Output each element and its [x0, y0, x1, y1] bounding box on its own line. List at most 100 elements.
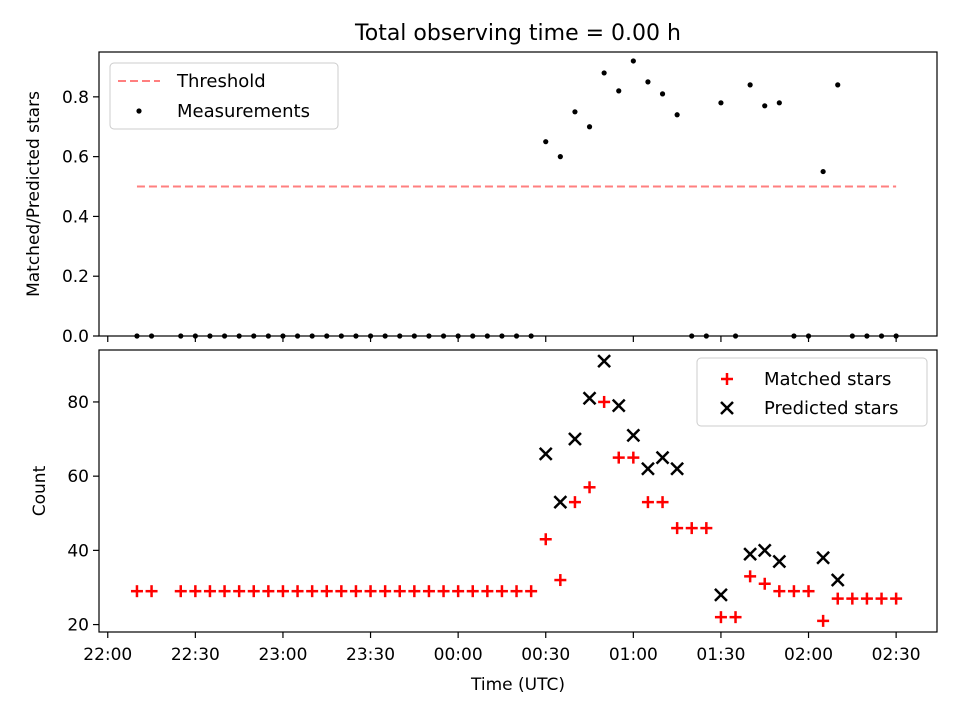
matched-star-marker [846, 592, 859, 605]
count-panel: Count Time (UTC) 20 40 60 80 22:00 22:30 23:00… [30, 349, 938, 695]
x-tick-label: 02:00 [784, 645, 833, 665]
x-tick-label: 01:30 [696, 645, 745, 665]
matched-star-marker [802, 585, 815, 598]
y-axis-label: Matched/Predicted stars [24, 91, 44, 297]
matched-star-marker [700, 522, 713, 535]
legend-measurements-swatch [136, 108, 142, 114]
matched-star-marker [510, 585, 523, 598]
matched-star-marker [612, 451, 625, 464]
matched-star-marker [408, 585, 421, 598]
matched-star-marker [276, 585, 289, 598]
matched-star-marker [817, 614, 830, 627]
chart-title: Total observing time = 0.00 h [354, 21, 681, 46]
measurement-point [718, 100, 724, 106]
matched-star-marker [218, 585, 231, 598]
matched-star-marker [233, 585, 246, 598]
matched-star-marker [671, 522, 684, 535]
legend-matched-swatch [721, 373, 733, 385]
measurement-point [674, 112, 680, 118]
predicted-stars-points [538, 354, 845, 602]
matched-star-marker [437, 585, 450, 598]
measurement-point [601, 70, 607, 76]
x-axis-label: Time (UTC) [470, 675, 565, 695]
matched-star-marker [174, 585, 187, 598]
x-tick-label: 01:00 [609, 645, 658, 665]
matched-star-marker [641, 496, 654, 509]
x-tick-label: 23:00 [258, 645, 307, 665]
y-tick-label: 0.6 [62, 148, 89, 168]
y-tick-label: 80 [67, 393, 89, 413]
matched-star-marker [831, 592, 844, 605]
matched-star-marker [729, 611, 742, 624]
y-tick-label: 0.8 [62, 88, 89, 108]
count-legend: Matched stars Predicted stars [696, 357, 928, 427]
legend-box [109, 62, 339, 130]
matched-star-marker [291, 585, 304, 598]
matched-star-marker [568, 496, 581, 509]
legend-matched-label: Matched stars [764, 369, 891, 390]
legend-predicted-swatch [720, 401, 734, 415]
legend-box [696, 357, 928, 427]
matched-star-marker [758, 577, 771, 590]
x-tick-label: 22:30 [171, 645, 220, 665]
matched-star-marker [773, 585, 786, 598]
matched-star-marker [349, 585, 362, 598]
y-tick-label: 40 [67, 541, 89, 561]
measurement-point [630, 58, 636, 64]
x-tick-label: 00:00 [434, 645, 483, 665]
matched-star-marker [379, 585, 392, 598]
matched-star-marker [130, 585, 143, 598]
predicted-star-marker [553, 495, 568, 510]
matched-star-marker [685, 522, 698, 535]
predicted-star-marker [830, 573, 845, 587]
matched-star-marker [262, 585, 275, 598]
count-plot-frame [98, 349, 938, 633]
measurement-point [645, 79, 651, 85]
matched-star-marker [656, 496, 669, 509]
x-tick-label: 22:00 [83, 645, 132, 665]
ratio-panel: Total observing time = 0.00 h Matched/Pr… [24, 21, 938, 347]
measurement-point [557, 154, 563, 160]
measurement-point [572, 109, 578, 115]
y-axis-label: Count [30, 465, 50, 516]
matched-star-marker [393, 585, 406, 598]
matched-star-marker [598, 395, 611, 408]
matched-star-marker [539, 533, 552, 546]
matched-star-marker [203, 585, 216, 598]
matched-star-marker [247, 585, 260, 598]
matched-star-marker [744, 570, 757, 583]
measurement-point [835, 82, 841, 88]
measurement-point [543, 139, 549, 145]
predicted-star-marker [757, 543, 772, 558]
measurement-point [659, 91, 666, 97]
ratio-axis-ticks: 0.0 0.2 0.4 0.6 0.8 [62, 88, 897, 347]
matched-star-marker [466, 585, 479, 598]
y-tick-label: 20 [67, 616, 89, 636]
predicted-star-marker [641, 461, 655, 476]
matched-star-marker [495, 585, 508, 598]
predicted-star-marker [743, 547, 758, 561]
x-tick-label: 00:30 [521, 645, 570, 665]
matched-star-marker [306, 585, 319, 598]
predicted-star-marker [816, 550, 831, 565]
predicted-star-marker [670, 461, 685, 476]
measurement-point [747, 82, 753, 88]
matched-star-marker [890, 592, 903, 605]
y-tick-label: 60 [67, 467, 89, 487]
legend-measurements-label: Measurements [177, 101, 310, 122]
matched-star-marker [145, 585, 158, 598]
measurement-point [586, 124, 593, 130]
y-tick-label: 0.2 [62, 267, 89, 287]
y-tick-label: 0.4 [62, 207, 89, 227]
matched-star-marker [554, 574, 567, 587]
matched-star-marker [422, 585, 435, 598]
count-axis-ticks: 20 40 60 80 22:00 22:30 23:00 23:30 00:00 00:30 01… [67, 393, 920, 665]
matched-stars-points [130, 395, 903, 627]
predicted-star-marker [568, 432, 582, 446]
predicted-star-marker [714, 588, 728, 602]
matched-star-marker [452, 585, 465, 598]
predicted-star-marker [655, 450, 670, 465]
predicted-star-marker [611, 398, 626, 413]
legend-threshold-label: Threshold [176, 71, 266, 92]
